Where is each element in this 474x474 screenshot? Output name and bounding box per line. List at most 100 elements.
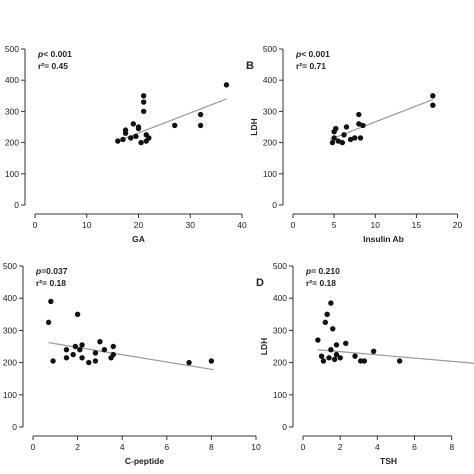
- data-point: [208, 358, 215, 364]
- x-tick-label: 2: [338, 442, 343, 452]
- data-point: [361, 358, 368, 364]
- x-tick-label: 5: [332, 220, 337, 230]
- data-point: [320, 358, 327, 364]
- data-point: [70, 351, 76, 358]
- data-point: [130, 121, 137, 127]
- data-point: [343, 340, 349, 346]
- data-point: [356, 111, 362, 118]
- data-point: [197, 111, 204, 118]
- r-squared: r²= 0.18: [306, 278, 336, 288]
- x-tick-label: 20: [134, 220, 144, 230]
- x-tick-label: 6: [412, 442, 417, 452]
- y-axis-label: LDH: [249, 118, 259, 135]
- y-tick-label: 400: [263, 75, 277, 85]
- chart-panel-2: 0 100 200 300 400 500 0 5 10 15 20 Insulin Ab LDH Bp<…: [246, 44, 463, 244]
- data-point: [330, 326, 336, 332]
- data-point: [115, 138, 121, 144]
- y-tick-label: 0: [282, 422, 287, 432]
- data-point: [331, 135, 337, 141]
- data-point: [140, 93, 147, 99]
- y-tick-label: 200: [3, 358, 17, 368]
- data-point: [328, 347, 334, 353]
- data-point: [79, 355, 85, 361]
- data-point: [74, 311, 81, 317]
- y-tick-label: 100: [5, 169, 19, 179]
- stats-annotation: p< 0.001 r²= 0.71: [295, 49, 330, 71]
- y-tick-label: 300: [263, 106, 277, 116]
- data-point: [48, 298, 54, 305]
- data-point: [50, 358, 56, 364]
- data-point: [110, 343, 116, 350]
- x-tick-label: 8: [449, 442, 454, 452]
- data-point: [324, 311, 330, 317]
- y-tick-label: 100: [263, 169, 277, 179]
- data-point: [63, 347, 70, 353]
- x-tick-label: 4: [375, 442, 380, 452]
- data-point: [337, 355, 343, 361]
- data-point: [138, 139, 144, 146]
- data-point: [339, 139, 346, 146]
- y-tick-label: 200: [273, 358, 287, 368]
- x-tick-label: 15: [412, 220, 422, 230]
- chart-panel-3: 0 100 200 300 400 500 0 2 4 6 8 10 C-peptide p=0.037 r…: [3, 261, 261, 466]
- data-point: [356, 121, 362, 127]
- x-tick-label: 6: [164, 442, 169, 452]
- x-tick-label: 10: [371, 220, 381, 230]
- stats-annotation: p= 0.210 r²= 0.18: [305, 266, 340, 288]
- x-tick-label: 10: [82, 220, 92, 230]
- p-value: p=0.037: [35, 266, 68, 276]
- data-point: [430, 93, 436, 99]
- data-point: [77, 347, 83, 353]
- chart-panel-1: 0 100 200 300 400 500 0 10 20 30 40 GA p< 0.001 r²= 0…: [5, 44, 247, 244]
- chart-panel-4: 0 100 200 300 400 500 0 2 4 6 8 TSH LDH Dp= 0.210 r²= …: [256, 261, 474, 466]
- panel-letter: B: [246, 60, 254, 72]
- r-squared: r²= 0.18: [36, 278, 66, 288]
- data-point: [140, 108, 147, 115]
- x-axis-label: Insulin Ab: [363, 234, 404, 244]
- data-point: [101, 347, 108, 353]
- x-tick-label: 0: [301, 442, 306, 452]
- x-tick-label: 10: [251, 442, 261, 452]
- data-point: [333, 125, 339, 132]
- data-point: [133, 133, 139, 140]
- data-point: [322, 319, 329, 326]
- y-tick-label: 200: [263, 138, 277, 148]
- data-point: [347, 136, 354, 143]
- trend-line: [329, 98, 434, 141]
- data-point: [352, 353, 358, 359]
- r-squared: r²= 0.71: [296, 61, 326, 71]
- data-point: [333, 351, 340, 358]
- data-point: [370, 348, 377, 355]
- data-point: [172, 122, 178, 129]
- y-tick-label: 300: [5, 106, 19, 116]
- data-point: [63, 355, 70, 361]
- data-point: [318, 353, 325, 359]
- panel-letter: D: [256, 277, 264, 289]
- y-tick-label: 500: [5, 44, 19, 54]
- data-point: [72, 343, 79, 350]
- data-point: [341, 132, 347, 138]
- data-point: [328, 300, 334, 306]
- x-tick-label: 30: [186, 220, 196, 230]
- y-tick-label: 500: [263, 44, 277, 54]
- x-axis-label: TSH: [380, 456, 397, 466]
- y-tick-label: 200: [5, 138, 19, 148]
- y-tick-label: 0: [272, 200, 277, 210]
- data-point: [333, 342, 340, 348]
- y-tick-label: 100: [273, 390, 287, 400]
- data-point: [197, 122, 204, 129]
- y-tick-label: 400: [273, 293, 287, 303]
- x-axis-label: GA: [132, 234, 145, 244]
- x-tick-label: 0: [291, 220, 296, 230]
- x-tick-label: 40: [237, 220, 247, 230]
- data-point: [122, 127, 129, 133]
- y-tick-label: 100: [3, 390, 17, 400]
- data-point: [186, 359, 192, 366]
- x-tick-label: 8: [209, 442, 214, 452]
- y-tick-label: 400: [3, 293, 17, 303]
- y-tick-label: 300: [3, 325, 17, 335]
- x-tick-label: 0: [33, 220, 38, 230]
- data-point: [331, 356, 338, 363]
- stats-annotation: p< 0.001 r²= 0.45: [37, 49, 72, 71]
